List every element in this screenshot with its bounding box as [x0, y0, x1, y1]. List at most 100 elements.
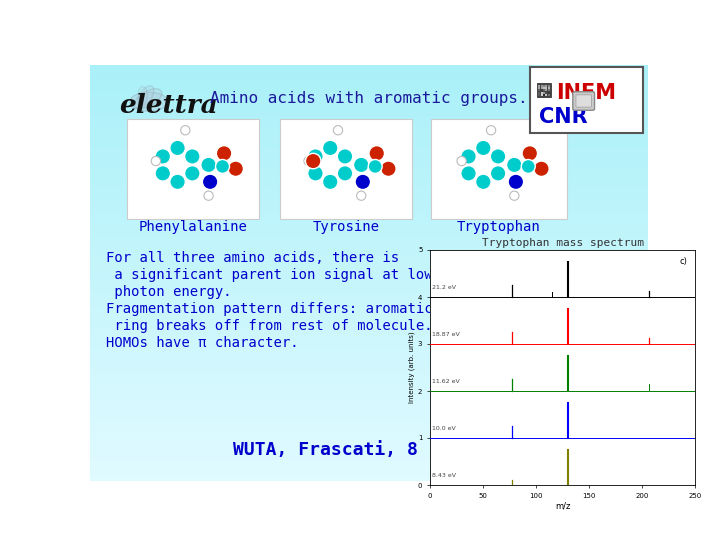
Bar	[90, 390, 648, 394]
Bar	[545, 90, 547, 91]
Bar	[90, 415, 648, 418]
Text: Tryptophan: Tryptophan	[456, 220, 540, 234]
Bar	[90, 259, 648, 262]
Circle shape	[305, 153, 321, 168]
Bar	[90, 141, 648, 145]
Circle shape	[457, 157, 467, 166]
Bar	[90, 456, 648, 460]
Text: Tyrosine: Tyrosine	[312, 220, 379, 234]
Bar	[90, 92, 648, 96]
Circle shape	[508, 174, 523, 190]
Bar	[90, 346, 648, 349]
Bar	[90, 276, 648, 280]
Text: Fragmentation pattern differs: aromatic: Fragmentation pattern differs: aromatic	[106, 302, 432, 316]
Bar	[90, 162, 648, 165]
Bar	[90, 353, 648, 356]
Bar	[90, 228, 648, 231]
Text: photon energy.: photon energy.	[106, 285, 231, 299]
Circle shape	[368, 159, 382, 173]
Bar	[90, 297, 648, 300]
Bar	[90, 106, 648, 110]
Ellipse shape	[138, 86, 148, 105]
Bar	[90, 356, 648, 359]
Bar	[541, 94, 543, 96]
Bar	[90, 335, 648, 339]
Circle shape	[215, 159, 230, 173]
Circle shape	[323, 140, 338, 156]
Bar	[90, 172, 648, 176]
Bar	[90, 262, 648, 266]
Bar	[90, 467, 648, 470]
Circle shape	[522, 146, 538, 161]
Bar	[90, 131, 648, 134]
Circle shape	[307, 166, 323, 181]
Bar	[90, 183, 648, 186]
Bar	[90, 117, 648, 120]
Text: c): c)	[679, 257, 687, 266]
Bar	[90, 404, 648, 408]
Bar	[90, 207, 648, 211]
Bar	[90, 397, 648, 401]
Bar	[541, 87, 543, 89]
Circle shape	[337, 148, 353, 164]
Circle shape	[184, 166, 200, 181]
Text: For all three amino acids, there is: For all three amino acids, there is	[106, 251, 399, 265]
Text: elettra: elettra	[120, 93, 218, 118]
Text: Phenylalanine: Phenylalanine	[139, 220, 248, 234]
FancyBboxPatch shape	[576, 95, 591, 107]
Bar	[90, 252, 648, 255]
Bar	[90, 197, 648, 200]
Text: Tryptophan mass spectrum: Tryptophan mass spectrum	[482, 238, 644, 248]
Text: 10.0 eV: 10.0 eV	[432, 426, 456, 431]
Bar	[90, 145, 648, 148]
Bar	[548, 87, 549, 89]
Bar	[90, 411, 648, 415]
Bar	[90, 401, 648, 404]
Bar	[90, 273, 648, 276]
Bar	[90, 449, 648, 453]
Bar	[90, 113, 648, 117]
Ellipse shape	[138, 86, 153, 107]
Bar	[543, 87, 545, 89]
Circle shape	[202, 174, 218, 190]
Circle shape	[490, 148, 506, 164]
Circle shape	[461, 166, 477, 181]
Bar	[541, 90, 543, 91]
Bar	[90, 283, 648, 287]
Bar	[90, 85, 648, 89]
Bar	[90, 75, 648, 79]
Bar	[90, 328, 648, 332]
Text: October 2008: October 2008	[451, 441, 592, 459]
Bar	[90, 204, 648, 207]
Bar	[90, 442, 648, 446]
Bar	[90, 231, 648, 234]
Bar	[90, 65, 648, 68]
Circle shape	[354, 157, 369, 173]
Bar	[90, 474, 648, 477]
Y-axis label: Intensity (arb. units): Intensity (arb. units)	[408, 332, 415, 403]
Circle shape	[476, 140, 491, 156]
Circle shape	[510, 191, 519, 200]
Bar	[539, 85, 540, 87]
Bar	[90, 304, 648, 307]
Bar	[90, 432, 648, 436]
Circle shape	[155, 166, 171, 181]
Bar	[90, 287, 648, 290]
Circle shape	[155, 148, 171, 164]
Bar	[90, 387, 648, 390]
Bar	[90, 463, 648, 467]
Bar	[90, 214, 648, 217]
Bar	[539, 90, 540, 91]
Bar	[90, 211, 648, 214]
Bar	[90, 241, 648, 245]
Bar	[90, 366, 648, 370]
Bar	[90, 293, 648, 297]
Bar	[90, 68, 648, 72]
Text: CNR: CNR	[539, 107, 588, 127]
FancyBboxPatch shape	[573, 92, 595, 110]
Bar	[543, 85, 545, 87]
Bar	[90, 103, 648, 106]
Bar	[90, 425, 648, 429]
Circle shape	[337, 166, 353, 181]
Bar	[90, 446, 648, 449]
